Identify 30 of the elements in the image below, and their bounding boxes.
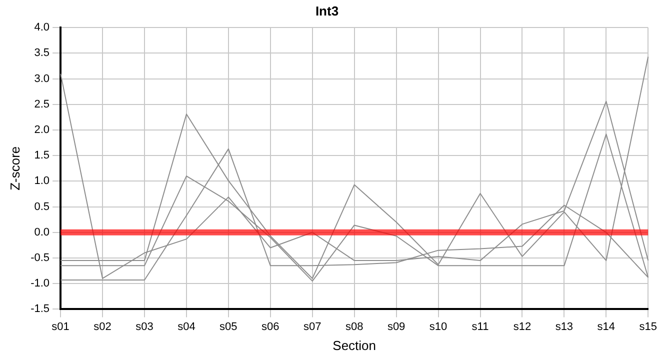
y-tick-label: -1.0	[30, 278, 50, 290]
y-tick-label: 2.0	[34, 124, 50, 136]
x-tick-label: s11	[472, 320, 489, 333]
x-tick-label: s08	[345, 320, 364, 333]
y-tick-label: 1.0	[34, 175, 50, 188]
x-tick-label: s09	[387, 320, 406, 333]
x-tick-label: s07	[304, 320, 322, 333]
y-tick-label: -1.5	[30, 303, 50, 316]
y-tick-label: 0.5	[34, 200, 50, 213]
x-tick-label: s03	[136, 320, 154, 333]
x-tick-label: s02	[94, 320, 112, 333]
chart-title: Int3	[315, 3, 339, 18]
x-tick-label: s06	[262, 320, 280, 333]
y-axis-title: Z-score	[7, 146, 22, 190]
x-tick-label: s15	[639, 320, 658, 333]
y-tick-label: -0.5	[30, 252, 50, 264]
y-tick-label: 3.5	[34, 47, 50, 60]
y-tick-label: 1.5	[34, 150, 50, 162]
x-tick-label: s04	[178, 320, 196, 333]
x-tick-label: s13	[555, 320, 574, 333]
x-tick-label: s12	[513, 320, 532, 333]
y-tick-label: 3.0	[34, 72, 50, 85]
x-axis-title: Section	[332, 338, 376, 353]
y-tick-label: 0.0	[34, 226, 50, 238]
y-tick-label: 4.0	[34, 22, 50, 34]
x-tick-label: s01	[52, 320, 70, 333]
y-tick-label: 2.5	[34, 98, 50, 110]
x-tick-label: s10	[429, 320, 448, 333]
x-tick-label: s14	[597, 320, 616, 333]
x-tick-label: s05	[220, 320, 238, 333]
